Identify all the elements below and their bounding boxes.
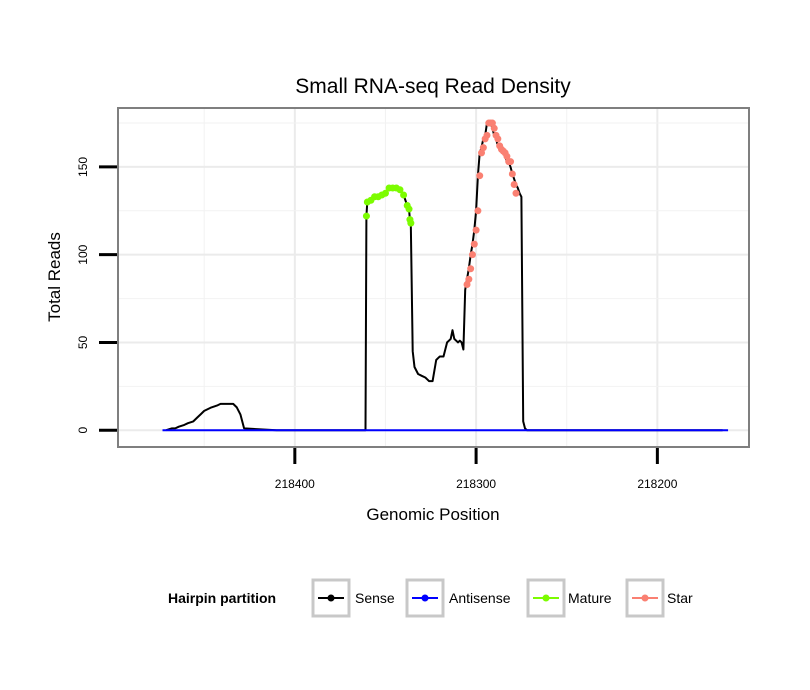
legend-item-mature: Mature: [526, 578, 612, 618]
legend-item-star: Star: [625, 578, 693, 618]
x-tick-label-0: 218400: [275, 477, 315, 491]
mature-point-6: [381, 189, 389, 197]
star-point-2: [467, 265, 475, 273]
mature-point-15: [407, 219, 415, 227]
star-point-6: [474, 207, 482, 215]
y-tick-label-3: 150: [76, 157, 90, 177]
star-point-5: [472, 226, 480, 234]
star-point-9: [479, 144, 487, 152]
star-point-4: [470, 240, 478, 248]
star-point-0: [463, 281, 471, 289]
x-tick-label-2: 218200: [637, 477, 677, 491]
star-point-14: [488, 119, 496, 127]
mature-point-13: [405, 205, 413, 213]
y-tick-label-2: 100: [76, 244, 90, 264]
star-point-27: [512, 189, 520, 197]
legend-item-sense: Sense: [311, 578, 395, 618]
axes-layer: 218400 218300 218200 0 50 100 150: [76, 157, 678, 491]
star-point-26: [510, 180, 518, 188]
legend-label-sense: Sense: [355, 590, 395, 606]
star-point-22: [503, 152, 511, 160]
legend: Hairpin partition Sense Antisense Mature St…: [168, 578, 693, 618]
legend-label-mature: Mature: [568, 590, 612, 606]
star-point-8: [478, 149, 486, 157]
star-point-7: [476, 172, 484, 180]
mature-point-0: [362, 212, 370, 220]
mature-point-10: [396, 186, 404, 194]
mature-point-11: [400, 191, 408, 199]
star-point-15: [490, 124, 498, 132]
star-point-17: [494, 135, 502, 143]
legend-label-star: Star: [667, 590, 693, 606]
y-axis-title: Total Reads: [45, 232, 64, 322]
chart-title: Small RNA-seq Read Density: [295, 75, 571, 98]
star-point-3: [468, 251, 476, 259]
x-tick-label-1: 218300: [456, 477, 496, 491]
points-layer: [362, 119, 520, 289]
x-axis-title: Genomic Position: [366, 505, 499, 524]
y-tick-label-1: 50: [76, 335, 90, 349]
legend-key-point-mature: [542, 594, 550, 602]
star-point-25: [508, 170, 516, 178]
legend-item-antisense: Antisense: [405, 578, 511, 618]
star-point-24: [507, 158, 515, 166]
star-point-11: [483, 131, 491, 139]
legend-key-point-antisense: [421, 594, 429, 602]
legend-title: Hairpin partition: [168, 590, 276, 606]
legend-key-point-star: [641, 594, 649, 602]
legend-key-point-sense: [327, 594, 335, 602]
plot-panel: [117, 107, 750, 448]
star-point-1: [465, 275, 473, 283]
legend-label-antisense: Antisense: [449, 590, 511, 606]
y-tick-label-0: 0: [76, 427, 90, 434]
